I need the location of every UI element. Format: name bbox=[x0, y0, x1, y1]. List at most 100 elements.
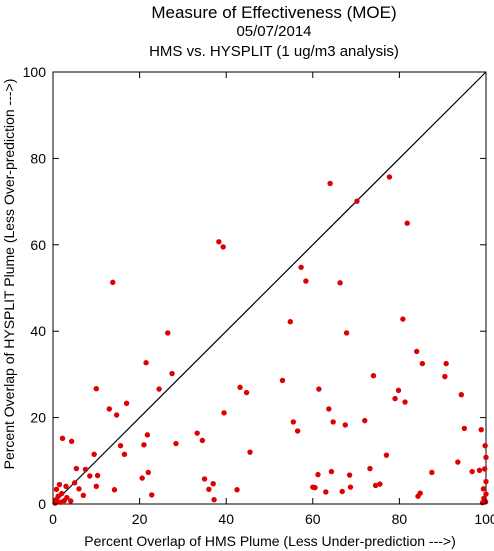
data-point bbox=[483, 478, 489, 485]
data-point bbox=[121, 451, 128, 458]
data-point bbox=[71, 480, 78, 486]
data-point bbox=[328, 468, 335, 475]
data-point bbox=[141, 442, 147, 448]
data-point bbox=[234, 487, 240, 493]
data-point bbox=[287, 318, 293, 325]
data-point bbox=[370, 372, 377, 379]
data-point bbox=[337, 280, 343, 286]
data-point bbox=[91, 451, 97, 458]
data-point bbox=[93, 385, 100, 392]
data-point bbox=[469, 468, 475, 475]
plot-area bbox=[52, 71, 487, 505]
data-point bbox=[354, 198, 360, 204]
data-point bbox=[206, 486, 212, 493]
data-point bbox=[76, 486, 82, 492]
data-point bbox=[82, 466, 89, 473]
data-point bbox=[442, 373, 448, 380]
chart-title: Measure of Effectiveness (MOE) bbox=[151, 3, 396, 22]
data-point bbox=[461, 425, 468, 432]
data-point bbox=[372, 482, 379, 489]
data-point bbox=[316, 386, 322, 392]
data-point bbox=[323, 489, 329, 495]
data-point bbox=[139, 475, 145, 481]
data-point bbox=[220, 244, 226, 250]
data-point bbox=[315, 471, 321, 478]
data-point bbox=[201, 476, 208, 482]
data-point bbox=[377, 481, 383, 487]
data-point bbox=[173, 440, 179, 447]
data-point bbox=[87, 473, 93, 479]
data-point bbox=[194, 430, 200, 436]
data-point bbox=[414, 348, 420, 355]
data-point bbox=[56, 481, 63, 488]
x-tick-label: 0 bbox=[49, 511, 57, 527]
data-point bbox=[216, 239, 222, 245]
data-point bbox=[298, 264, 304, 270]
data-point bbox=[290, 419, 297, 425]
x-tick-label: 60 bbox=[305, 511, 321, 527]
data-point bbox=[144, 432, 151, 438]
axis-ticks: 0 20 40 60 80 100 0 20 40 60 80 100 bbox=[23, 64, 494, 527]
y-tick-label: 20 bbox=[30, 410, 46, 426]
data-point bbox=[211, 496, 217, 503]
data-point bbox=[443, 360, 449, 367]
plot-frame bbox=[52, 71, 487, 505]
data-point bbox=[63, 483, 69, 489]
data-point bbox=[312, 484, 318, 491]
reference-line-1to1 bbox=[52, 71, 487, 505]
data-point bbox=[80, 492, 87, 499]
data-point bbox=[94, 472, 101, 479]
data-point bbox=[156, 386, 162, 392]
data-point bbox=[106, 406, 112, 412]
data-point bbox=[247, 449, 253, 455]
data-point bbox=[343, 330, 350, 336]
data-point bbox=[303, 278, 309, 284]
data-point bbox=[392, 395, 398, 402]
x-tick-label: 80 bbox=[392, 511, 408, 527]
data-point bbox=[123, 400, 130, 407]
data-point bbox=[294, 428, 301, 434]
data-points bbox=[52, 174, 489, 506]
data-point bbox=[476, 467, 483, 474]
data-point bbox=[221, 410, 227, 416]
y-tick-label: 80 bbox=[30, 150, 46, 166]
data-point bbox=[339, 488, 345, 495]
data-point bbox=[68, 498, 74, 504]
data-point bbox=[346, 472, 353, 478]
chart-subtitle-analysis: HMS vs. HYSPLIT (1 ug/m3 analysis) bbox=[149, 43, 399, 60]
data-point bbox=[93, 483, 100, 489]
data-point bbox=[165, 330, 171, 336]
data-point bbox=[53, 486, 60, 493]
data-point bbox=[383, 452, 390, 458]
y-tick-label: 40 bbox=[30, 323, 46, 339]
data-point bbox=[419, 360, 426, 367]
data-point bbox=[367, 465, 373, 472]
data-point bbox=[483, 491, 489, 497]
data-point bbox=[482, 442, 488, 449]
data-point bbox=[362, 417, 368, 424]
data-point bbox=[64, 494, 70, 501]
x-tick-label: 20 bbox=[132, 511, 148, 527]
data-point bbox=[395, 387, 402, 394]
data-point bbox=[210, 480, 216, 487]
data-point bbox=[279, 377, 286, 384]
x-axis-label: Percent Overlap of HMS Plume (Less Under… bbox=[84, 533, 456, 549]
data-point bbox=[143, 360, 149, 366]
data-point bbox=[149, 492, 155, 498]
data-point bbox=[404, 220, 410, 226]
data-point bbox=[169, 370, 175, 377]
data-point bbox=[199, 437, 206, 444]
data-point bbox=[58, 490, 65, 497]
data-point bbox=[117, 442, 124, 449]
data-point bbox=[110, 279, 116, 286]
data-point bbox=[455, 459, 461, 465]
data-point bbox=[458, 392, 465, 398]
data-point bbox=[243, 389, 250, 396]
data-point bbox=[68, 438, 75, 445]
data-point bbox=[402, 399, 408, 405]
data-point bbox=[417, 490, 423, 496]
x-tick-label: 40 bbox=[218, 511, 234, 527]
chart-subtitle-date: 05/07/2014 bbox=[236, 23, 311, 40]
